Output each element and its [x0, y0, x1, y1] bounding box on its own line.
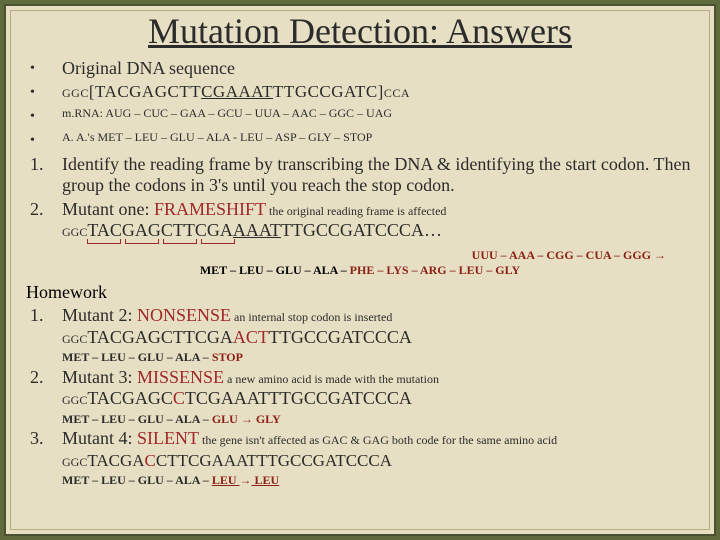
hw1-type: NONSENSE — [137, 305, 231, 325]
num-marker-2: 2. — [24, 199, 62, 220]
hw-1-text: Mutant 2: NONSENSE an internal stop codo… — [62, 305, 696, 365]
mutant1-label: Mutant one: — [62, 199, 154, 219]
hw3-aa-line: MET – LEU – GLU – ALA – LEU → LEU — [62, 473, 696, 487]
hw1-seq-pre: GGC — [62, 332, 87, 346]
bullet-3-text: m.RNA: AUG – CUC – GAA – GCU – UUA – AAC… — [62, 106, 696, 120]
bullet-4-text: A. A.'s MET – LEU – GLU – ALA - LEU – AS… — [62, 130, 696, 144]
hw-2-text: Mutant 3: MISSENSE a new amino acid is m… — [62, 367, 696, 427]
hw3-seq-c: CTTCGAAATTTGCCGATCCCA — [156, 451, 392, 470]
hw2-label: Mutant 3: — [62, 367, 137, 387]
hw2-aa-b: GLU — [212, 412, 241, 426]
hw3-type: SILENT — [137, 428, 199, 448]
m1-bracket-1 — [87, 239, 121, 244]
bullet-marker: • — [24, 82, 62, 104]
hw2-seq-c: TCGAAATTTGCCGATCCCA — [185, 388, 412, 408]
hw2-seq-b: C — [173, 388, 185, 408]
seq-b: CGAAAT — [201, 82, 273, 101]
hw3-aa-a: MET – LEU – GLU – ALA – — [62, 473, 212, 487]
bullet-row-3: • m.RNA: AUG – CUC – GAA – GCU – UUA – A… — [24, 106, 696, 128]
m1-seq-tail: TTGCCGATCCCA… — [281, 220, 442, 240]
hw1-label: Mutant 2: — [62, 305, 137, 325]
hw1-seq-c: TTGCCGATCCCA — [269, 327, 412, 347]
slide-inner: Mutation Detection: Answers • Original D… — [4, 4, 716, 536]
hw3-seq-a: TACGA — [87, 451, 144, 470]
hw3-arrow-icon: → — [240, 473, 252, 487]
mutant1-desc: the original reading frame is affected — [266, 204, 446, 218]
codon-text: UUU – AAA – CGG – CUA – GGG — [472, 248, 654, 262]
num-1-text: Identify the reading frame by transcribi… — [62, 154, 696, 197]
bullet-row-2: • GGC[TACGAGCTTCGAAATTTGCCGATC]CCA — [24, 82, 696, 104]
m1-seq-main: TACGAGCTTCGAAAAT — [87, 220, 281, 242]
hw-marker-1: 1. — [24, 305, 62, 326]
aa-1b: PHE – LYS – ARG – LEU – GLY — [350, 263, 521, 277]
hw3-seq-b: C — [145, 451, 156, 470]
seq-post: CCA — [384, 86, 410, 100]
hw1-seq-b: ACT — [233, 327, 269, 347]
bullet-row-1: • Original DNA sequence — [24, 58, 696, 80]
seq-c: TTGCCGATC — [273, 82, 378, 101]
bullet-marker: • — [24, 58, 62, 80]
num-2-text: Mutant one: FRAMESHIFT the original read… — [62, 199, 696, 242]
aa-line: MET – LEU – GLU – ALA – PHE – LYS – ARG … — [200, 263, 520, 278]
hw3-aa-b: LEU — [212, 473, 240, 487]
bullet-1-text: Original DNA sequence — [62, 58, 696, 80]
hw1-desc: an internal stop codon is inserted — [231, 310, 392, 324]
hw2-aa-a: MET – LEU – GLU – ALA – — [62, 412, 212, 426]
m1-bracket-4 — [201, 239, 235, 244]
hw2-seq-pre: GGC — [62, 393, 87, 407]
hw1-aa-a: MET – LEU – GLU – ALA – — [62, 350, 212, 364]
m1-seq-pre: GGC — [62, 225, 87, 239]
hw1-aa-line: MET – LEU – GLU – ALA – STOP — [62, 350, 696, 364]
hw1-seq-a: TACGAGCTTCGA — [87, 327, 233, 347]
hw2-seq-a: TACGAGC — [87, 388, 173, 408]
num-row-1: 1. Identify the reading frame by transcr… — [24, 154, 696, 197]
homework-label: Homework — [24, 282, 696, 303]
m1-bracket-3 — [163, 239, 197, 244]
hw-3-text: Mutant 4: SILENT the gene isn't affected… — [62, 428, 696, 488]
hw1-aa-b: STOP — [212, 350, 243, 364]
mutant1-type: FRAMESHIFT — [154, 199, 266, 219]
hw3-label: Mutant 4: — [62, 428, 137, 448]
seq-pre: GGC — [62, 86, 89, 100]
bullet-2-text: GGC[TACGAGCTTCGAAATTTGCCGATC]CCA — [62, 82, 696, 102]
seq-a: TACGAGCTT — [95, 82, 201, 101]
hw3-desc: the gene isn't affected as GAC & GAG bot… — [199, 433, 557, 447]
slide-title: Mutation Detection: Answers — [24, 12, 696, 52]
codon-arrow-icon: → — [654, 248, 666, 262]
bullet-marker: • — [24, 106, 62, 128]
hw2-desc: a new amino acid is made with the mutati… — [224, 372, 439, 386]
codon-line: UUU – AAA – CGG – CUA – GGG → — [472, 248, 666, 263]
hw-marker-2: 2. — [24, 367, 62, 388]
num-marker-1: 1. — [24, 154, 62, 175]
m1-a: TACGAGCTT — [87, 220, 195, 240]
aa-line-row: MET – LEU – GLU – ALA – PHE – LYS – ARG … — [24, 263, 696, 278]
hw2-type: MISSENSE — [137, 367, 224, 387]
m1-c: AAAT — [233, 220, 281, 240]
m1-b: CGA — [195, 220, 233, 240]
bullet-row-4: • A. A.'s MET – LEU – GLU – ALA - LEU – … — [24, 130, 696, 152]
hw3-aa-c: LEU — [252, 473, 280, 487]
bullet-marker: • — [24, 130, 62, 152]
hw-row-3: 3. Mutant 4: SILENT the gene isn't affec… — [24, 428, 696, 488]
aa-1a: MET – LEU – GLU – ALA – — [200, 263, 350, 277]
hw3-seq-pre: GGC — [62, 455, 87, 469]
hw-row-1: 1. Mutant 2: NONSENSE an internal stop c… — [24, 305, 696, 365]
hw2-arrow-icon: → — [241, 412, 253, 426]
hw2-aa-c: GLY — [253, 412, 281, 426]
codon-line-row: UUU – AAA – CGG – CUA – GGG → — [24, 248, 696, 263]
num-row-2: 2. Mutant one: FRAMESHIFT the original r… — [24, 199, 696, 242]
hw-marker-3: 3. — [24, 428, 62, 449]
hw2-aa-line: MET – LEU – GLU – ALA – GLU → GLY — [62, 412, 696, 426]
hw-row-2: 2. Mutant 3: MISSENSE a new amino acid i… — [24, 367, 696, 427]
m1-bracket-2 — [125, 239, 159, 244]
slide-outer: Mutation Detection: Answers • Original D… — [0, 0, 720, 540]
